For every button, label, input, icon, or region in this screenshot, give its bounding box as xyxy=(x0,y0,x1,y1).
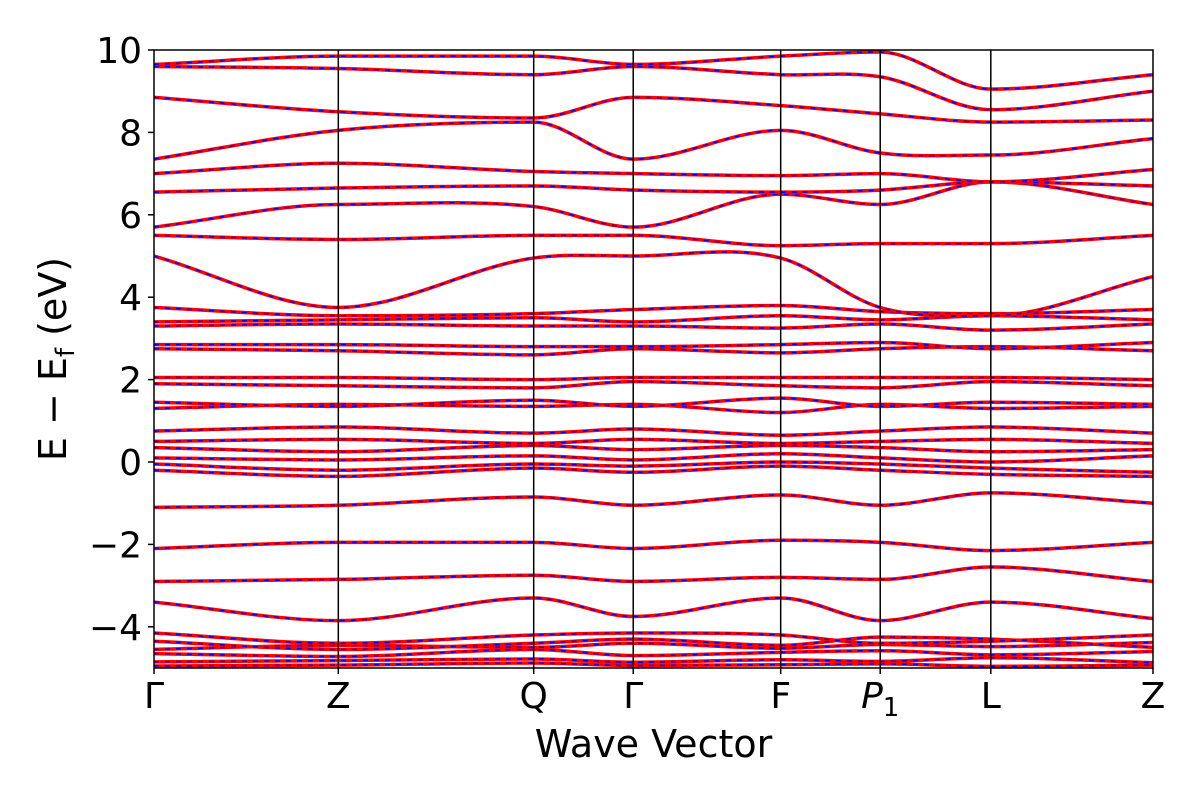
band-line-dashed xyxy=(154,323,1153,331)
band-line-dashed xyxy=(154,376,1153,381)
y-axis-title-sub: f xyxy=(51,347,81,357)
band-line-dashed xyxy=(154,251,1153,317)
x-tick-label: Γ xyxy=(623,676,643,717)
x-tick-label: L xyxy=(981,676,1001,717)
band-lines xyxy=(154,50,1153,668)
band-line-dashed xyxy=(154,181,1153,193)
band-line xyxy=(154,50,1153,91)
band-line xyxy=(154,443,1153,454)
y-axis-title-main: E − E xyxy=(31,357,75,461)
band-line xyxy=(154,425,1153,437)
band-line xyxy=(154,596,1153,623)
band-line-dashed xyxy=(154,304,1153,317)
band-line-dashed xyxy=(154,452,1153,463)
band-line-dashed xyxy=(154,461,1153,474)
x-tick-label: F xyxy=(770,676,791,717)
band-line-dashed xyxy=(154,341,1153,350)
band-line xyxy=(154,120,1153,161)
x-axis-ticks: Γ Z Q Γ F P1 L Z xyxy=(144,668,1165,723)
x-axis-title: Wave Vector xyxy=(535,722,773,766)
y-tick-label: 6 xyxy=(119,196,142,237)
y-axis-title-unit: (eV) xyxy=(31,257,75,348)
band-line-dashed xyxy=(154,314,1153,323)
x-tick-label: Z xyxy=(1141,676,1166,717)
band-line-dashed xyxy=(154,121,1153,160)
band-line-dashed xyxy=(154,597,1153,622)
band-line xyxy=(154,491,1153,510)
band-line-dashed xyxy=(154,662,1153,668)
band-line-dashed xyxy=(154,444,1153,453)
high-symmetry-lines xyxy=(337,50,992,668)
y-tick-label: −4 xyxy=(89,608,142,649)
y-tick-label: −2 xyxy=(89,525,142,566)
band-line xyxy=(154,250,1153,318)
band-line xyxy=(154,538,1153,553)
band-line xyxy=(154,161,1153,184)
band-line xyxy=(154,452,1153,464)
x-tick-label: Q xyxy=(520,676,548,717)
y-axis-ticks: −4 −2 0 2 4 6 8 10 xyxy=(89,31,154,649)
band-line-dashed xyxy=(154,162,1153,183)
band-line-dashed xyxy=(154,397,1153,408)
x-tick-label: P1 xyxy=(861,676,899,723)
band-line-dashed xyxy=(154,234,1153,247)
plot-frame xyxy=(153,49,1154,669)
x-tick-label: Z xyxy=(326,676,351,717)
band-line-dashed xyxy=(154,65,1153,111)
band-line-dashed xyxy=(154,492,1153,509)
band-line xyxy=(154,565,1153,584)
band-line-dashed xyxy=(154,656,1153,664)
band-line-dashed xyxy=(154,438,1153,445)
x-tick-label: Γ xyxy=(144,676,164,717)
band-line-dashed xyxy=(154,426,1153,437)
y-tick-label: 8 xyxy=(119,113,142,154)
band-line-dashed xyxy=(154,51,1153,90)
y-tick-label: 2 xyxy=(119,361,142,402)
band-line xyxy=(154,322,1153,332)
y-axis-title: E − Ef (eV) xyxy=(31,257,81,461)
band-line-dashed xyxy=(154,641,1153,651)
y-tick-label: 10 xyxy=(96,31,142,72)
y-tick-label: 0 xyxy=(119,443,142,484)
y-tick-label: 4 xyxy=(119,278,142,319)
band-line-dashed xyxy=(154,465,1153,478)
